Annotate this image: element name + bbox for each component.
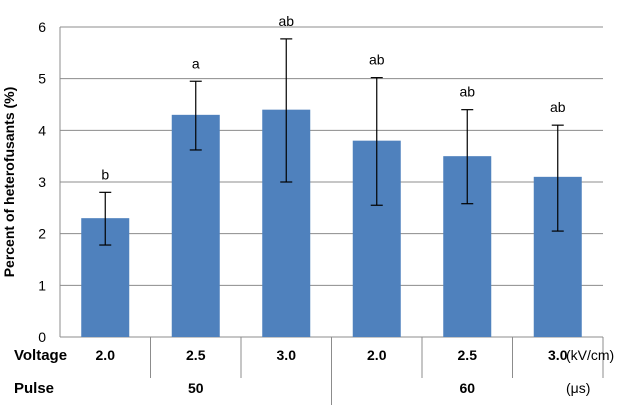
y-axis-label: Percent of heterofusants (%) bbox=[1, 87, 17, 278]
pulse-group-label: 50 bbox=[188, 380, 204, 396]
significance-label: b bbox=[101, 166, 109, 182]
significance-label: ab bbox=[369, 52, 385, 68]
y-tick-label: 4 bbox=[38, 122, 46, 138]
pulse-group-label: 60 bbox=[459, 380, 475, 396]
pulse-row-label: Pulse bbox=[14, 380, 54, 397]
voltage-unit: (kV/cm) bbox=[566, 347, 614, 363]
x-tick-label: 2.5 bbox=[186, 347, 206, 363]
x-tick-label: 2.0 bbox=[367, 347, 387, 363]
bar bbox=[171, 114, 220, 337]
significance-label: ab bbox=[459, 84, 475, 100]
x-tick-label: 3.0 bbox=[548, 347, 568, 363]
y-tick-label: 3 bbox=[38, 174, 46, 190]
x-tick-label: 2.5 bbox=[458, 347, 478, 363]
y-tick-label: 0 bbox=[38, 329, 46, 345]
y-tick-label: 1 bbox=[38, 277, 46, 293]
significance-label: a bbox=[192, 55, 200, 71]
significance-label: ab bbox=[550, 99, 566, 115]
y-tick-label: 5 bbox=[38, 71, 46, 87]
x-tick-label: 2.0 bbox=[96, 347, 116, 363]
y-tick-label: 2 bbox=[38, 226, 46, 242]
significance-label: ab bbox=[278, 13, 294, 29]
pulse-unit: (μs) bbox=[566, 380, 590, 396]
x-tick-label: 3.0 bbox=[277, 347, 297, 363]
voltage-row-label: Voltage bbox=[14, 347, 67, 364]
y-tick-label: 6 bbox=[38, 19, 46, 35]
